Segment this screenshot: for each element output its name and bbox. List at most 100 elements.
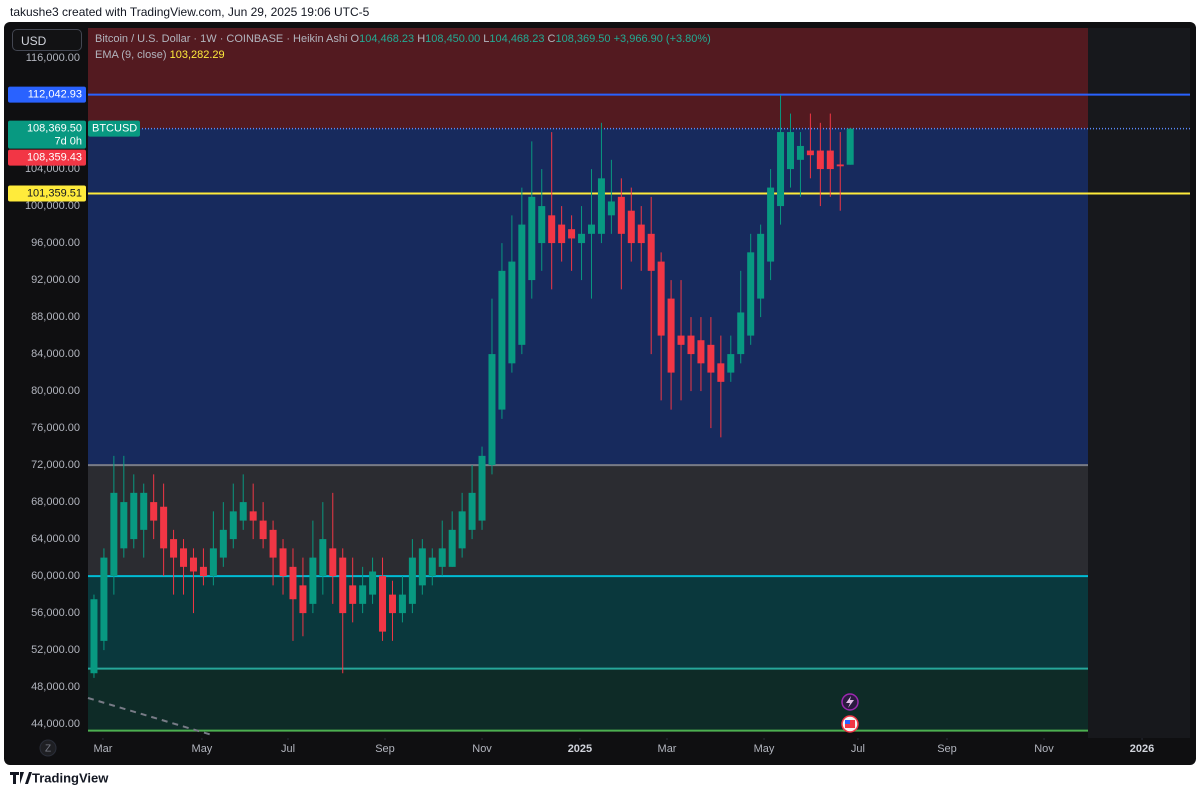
candle-body (747, 252, 755, 336)
symbol-tag: BTCUSD (92, 123, 137, 135)
candle-body (727, 354, 735, 373)
candle-body (239, 502, 247, 521)
candle-body (498, 270, 506, 410)
candle-body (627, 210, 635, 244)
zone (88, 28, 1088, 129)
candle-body (279, 548, 287, 577)
candle-body (767, 187, 775, 262)
indicator: EMA (9, close) (95, 49, 167, 61)
bid-price-label: 108,359.43 (27, 152, 82, 164)
y-tick-label: 44,000.00 (31, 718, 80, 730)
candle-body (408, 557, 416, 604)
candle-body (110, 492, 118, 577)
candle-body (717, 363, 725, 382)
candle-body (120, 502, 128, 549)
bid-price-box (8, 149, 86, 166)
candle-body (379, 576, 387, 632)
candle-body (100, 557, 108, 641)
ohlc-value: 104,468.23 (359, 33, 415, 45)
candle-body (189, 557, 197, 572)
candle-body (369, 571, 377, 595)
x-tick-label: May (754, 743, 775, 755)
x-tick-label: Sep (375, 743, 395, 755)
x-tick-label: 2025 (568, 743, 592, 755)
candle-body (478, 455, 486, 521)
candle-body (667, 298, 675, 373)
axes: 116,000.00 104,000.00 100,000.00 96,000.00 9… (8, 52, 1154, 755)
candle-body (826, 150, 834, 170)
candle-body (637, 224, 645, 244)
flag-icon-canton (845, 720, 850, 724)
legend-row: Bitcoin / U.S. Dollar · 1W · COINBASE · … (95, 31, 711, 47)
candle-body (737, 312, 745, 355)
last-price-label: 108,369.50 (27, 123, 82, 135)
y-tick-label: 56,000.00 (31, 607, 80, 619)
candle-body (587, 224, 595, 234)
candle-body (657, 261, 665, 336)
ohlc-value: 108,450.00 (425, 33, 481, 45)
level-price-label-box (8, 185, 86, 202)
ohlc-key: O (350, 33, 360, 45)
level-price-label-box (8, 86, 86, 103)
ohlc-key: C (547, 33, 556, 45)
y-tick-label: 100,000.00 (25, 200, 80, 212)
candle-body (359, 585, 367, 604)
y-tick-label: 48,000.00 (31, 681, 80, 693)
candle-body (568, 229, 576, 239)
x-tick-label: Nov (1034, 743, 1054, 755)
candle-body (140, 492, 148, 530)
candle-body (528, 196, 536, 281)
candle-body (229, 511, 237, 540)
level-price-label: 101,359.51 (27, 187, 82, 199)
candle-body (209, 548, 217, 577)
y-tick-label: 64,000.00 (31, 533, 80, 545)
x-tick-label: Mar (93, 743, 112, 755)
candle-body (259, 520, 267, 540)
x-tick-label: 2026 (1130, 743, 1154, 755)
candle-body (597, 178, 605, 234)
candle-body (269, 529, 277, 558)
y-tick-label: 80,000.00 (31, 385, 80, 397)
candle-body (558, 224, 566, 244)
candle-body (160, 506, 168, 549)
y-tick-label: 84,000.00 (31, 348, 80, 360)
candle-body (309, 557, 317, 604)
candle-body (617, 196, 625, 234)
symbol-tag-box (88, 120, 140, 137)
levels (88, 93, 1190, 732)
candle-body (180, 548, 188, 567)
currency-button[interactable]: USD (12, 29, 82, 51)
y-tick-label: 92,000.00 (31, 274, 80, 286)
candle-body (488, 354, 496, 466)
candle-body (319, 539, 327, 577)
candle-body (757, 233, 765, 299)
candle-body (816, 150, 824, 170)
y-tick-label: 116,000.00 (26, 52, 80, 64)
candle-body (607, 201, 615, 216)
candle-body (249, 511, 257, 521)
candle-body (329, 548, 337, 577)
legend-row: EMA (9, close) 103,282.29 (95, 47, 711, 63)
credit: takushe3 created with TradingView.com, J… (10, 5, 370, 19)
candle-body (398, 594, 406, 614)
x-tick-label: May (192, 743, 213, 755)
candle-body (777, 132, 785, 207)
candle-body (518, 224, 526, 345)
candle-body (418, 548, 426, 586)
y-tick-label: 104,000.00 (25, 163, 80, 175)
countdown: 7d 0h (54, 136, 82, 148)
candle-body (90, 599, 98, 674)
y-tick-label: 72,000.00 (31, 459, 80, 471)
candle-body (339, 557, 347, 614)
candle-body (199, 566, 207, 577)
chart-panel (4, 22, 1196, 765)
candle-body (548, 215, 556, 244)
candle-body (697, 340, 705, 364)
zoom-button[interactable] (39, 739, 57, 757)
candle-body (578, 233, 586, 244)
candles (90, 95, 854, 678)
x-tick-label: Jul (281, 743, 295, 755)
candle-body (468, 492, 476, 530)
zones (88, 28, 1088, 731)
